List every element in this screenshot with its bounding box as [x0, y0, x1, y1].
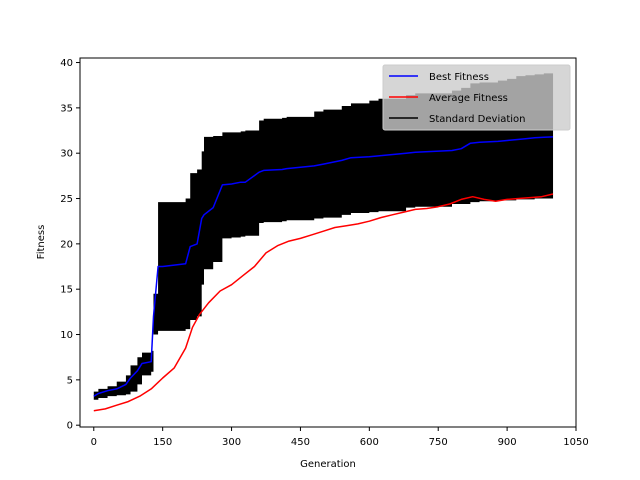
x-tick-label: 600	[360, 437, 379, 448]
y-tick-label: 5	[67, 375, 73, 386]
y-axis-label: Fitness	[36, 225, 47, 260]
y-tick-label: 35	[60, 103, 73, 114]
legend-label-average-fitness: Average Fitness	[429, 93, 508, 104]
y-tick-label: 25	[60, 194, 73, 205]
y-tick-label: 0	[67, 421, 73, 432]
y-tick-label: 20	[60, 239, 73, 250]
x-tick-label: 150	[153, 437, 172, 448]
y-tick-label: 30	[60, 149, 73, 160]
x-tick-label: 450	[291, 437, 310, 448]
y-tick-label: 40	[60, 58, 73, 69]
x-axis-ticks: 0 150 300 450 600 750 900 1050	[91, 427, 589, 448]
y-tick-label: 15	[60, 285, 73, 296]
x-tick-label: 750	[429, 437, 448, 448]
average-fitness-line	[93, 193, 554, 412]
series-line-layer	[93, 136, 554, 412]
legend-label-best-fitness: Best Fitness	[429, 72, 489, 83]
legend: Best Fitness Average Fitness Standard Devi…	[382, 64, 571, 131]
best-fitness-line	[93, 136, 554, 397]
y-tick-label: 10	[60, 330, 73, 341]
x-tick-label: 900	[498, 437, 517, 448]
axes-frame	[79, 57, 577, 428]
std-band-layer	[93, 72, 554, 400]
legend-label-standard-deviation: Standard Deviation	[429, 114, 526, 125]
x-tick-label: 1050	[563, 437, 588, 448]
y-axis-ticks: 0 5 10 15 20 25 30 35 40	[60, 58, 80, 432]
x-axis-label: Generation	[300, 459, 356, 470]
x-tick-label: 300	[222, 437, 241, 448]
x-tick-label: 0	[91, 437, 97, 448]
std-deviation-band	[93, 72, 554, 400]
legend-box	[382, 64, 571, 131]
